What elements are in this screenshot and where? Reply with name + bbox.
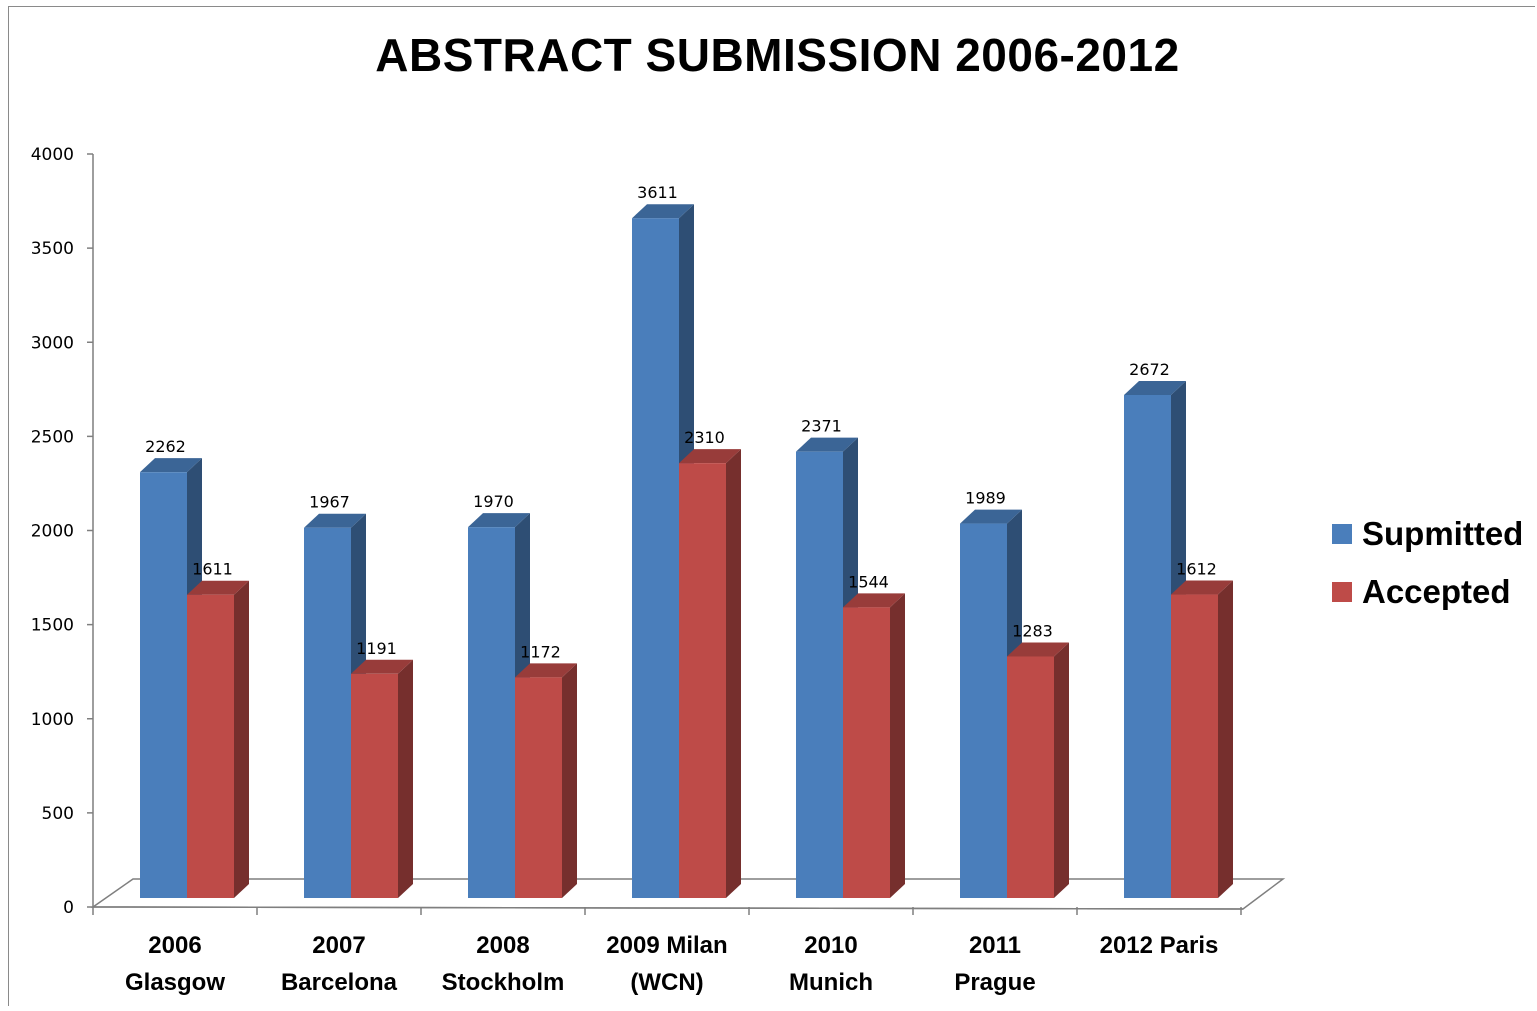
data-label: 1283 [1012, 621, 1053, 640]
data-label: 3611 [637, 183, 678, 202]
y-tick-label: 2500 [31, 427, 74, 447]
bar-top-face [1124, 380, 1186, 395]
bar-top-face [632, 204, 694, 219]
data-label: 1172 [520, 642, 561, 661]
x-axis-line [92, 906, 1244, 910]
bar-front-face [843, 607, 890, 898]
data-label: 1967 [309, 493, 350, 512]
data-label: 1611 [192, 560, 233, 579]
y-tick-label: 1500 [31, 616, 74, 636]
bar-layer [140, 204, 1233, 899]
bar-accepted [1007, 642, 1069, 898]
label-layer: 2006 Glasgow 2007 Barcelona 2008 Stockholm 200… [125, 183, 1218, 996]
bar-top-face [515, 663, 577, 678]
data-label: 2262 [145, 437, 186, 456]
x-tick-label: 2008 Stockholm [442, 932, 565, 996]
bar-side-face [890, 593, 905, 898]
y-tick-label: 500 [42, 804, 74, 824]
bar-submitted [632, 204, 694, 898]
bar-front-face [1171, 594, 1218, 898]
y-tick-label: 0 [63, 898, 74, 918]
y-tick-label: 1000 [31, 710, 74, 730]
bar-accepted [679, 449, 741, 898]
bar-side-face [726, 449, 741, 898]
data-label: 1612 [1176, 560, 1217, 579]
data-label: 2672 [1129, 360, 1170, 379]
bar-top-face [960, 509, 1022, 524]
bar-submitted [960, 509, 1022, 898]
x-tick-label: 2011 Prague [954, 932, 1035, 996]
bar-front-face [515, 677, 562, 898]
x-tick-label: 2009 Milan (WCN) [606, 932, 727, 996]
bar-accepted [1171, 580, 1233, 898]
bar-front-face [960, 523, 1007, 898]
y-tick-label: 4000 [31, 145, 74, 165]
bar-top-face [140, 458, 202, 473]
bar-side-face [562, 663, 577, 898]
bar-front-face [679, 463, 726, 898]
bar-accepted [515, 663, 577, 898]
bar-side-face [1054, 642, 1069, 898]
bar-front-face [187, 594, 234, 898]
y-tick-label: 3500 [31, 239, 74, 259]
x-tick-label: 2012 Paris [1100, 932, 1219, 959]
bar-top-face [796, 437, 858, 452]
x-tick-label: 2007 Barcelona [281, 932, 398, 996]
bar-top-face [351, 659, 413, 674]
data-label: 2310 [684, 428, 725, 447]
bar-accepted [187, 580, 249, 898]
legend-swatch-accepted [1332, 582, 1352, 602]
data-label: 1544 [848, 572, 889, 591]
legend-item-accepted: Accepted [1332, 563, 1523, 621]
data-label: 1989 [965, 489, 1006, 508]
bar-top-face [1171, 580, 1233, 595]
x-tick-label: 2006 Glasgow [125, 932, 225, 996]
bar-front-face [1007, 656, 1054, 898]
data-label: 1191 [356, 639, 397, 658]
bar-accepted [843, 593, 905, 898]
bar-top-face [1007, 642, 1069, 657]
legend-swatch-submitted [1332, 524, 1352, 544]
chart-frame [8, 6, 1535, 1006]
bar-front-face [1124, 394, 1171, 898]
bar-submitted [796, 437, 858, 898]
bar-top-face [187, 580, 249, 595]
bar-front-face [304, 527, 351, 898]
bar-top-face [468, 513, 530, 528]
bar-front-face [796, 451, 843, 898]
bar-side-face [398, 659, 413, 898]
bar-front-face [632, 218, 679, 898]
legend-label-accepted: Accepted [1362, 573, 1511, 610]
bar-top-face [679, 449, 741, 464]
bar-side-face [234, 580, 249, 898]
y-tick-label: 2000 [31, 522, 74, 542]
axis-layer: 0 500 1000 1500 2000 2500 3000 3500 4000 [31, 145, 1286, 918]
bar-front-face [468, 527, 515, 898]
data-label: 1970 [473, 492, 514, 511]
chart-legend: Supmitted Accepted [1332, 505, 1523, 621]
bar-side-face [1218, 580, 1233, 898]
bar-accepted [351, 659, 413, 898]
legend-label-submitted: Supmitted [1362, 515, 1524, 552]
chart-title: ABSTRACT SUBMISSION 2006-2012 [375, 29, 1180, 81]
x-tick-label: 2010 Munich [789, 932, 873, 996]
bar-front-face [140, 472, 187, 898]
data-label: 2371 [801, 417, 842, 436]
bar-top-face [304, 513, 366, 528]
bar-front-face [351, 673, 398, 898]
legend-item-submitted: Supmitted [1332, 505, 1523, 563]
bar-top-face [843, 593, 905, 608]
y-tick-label: 3000 [31, 333, 74, 353]
